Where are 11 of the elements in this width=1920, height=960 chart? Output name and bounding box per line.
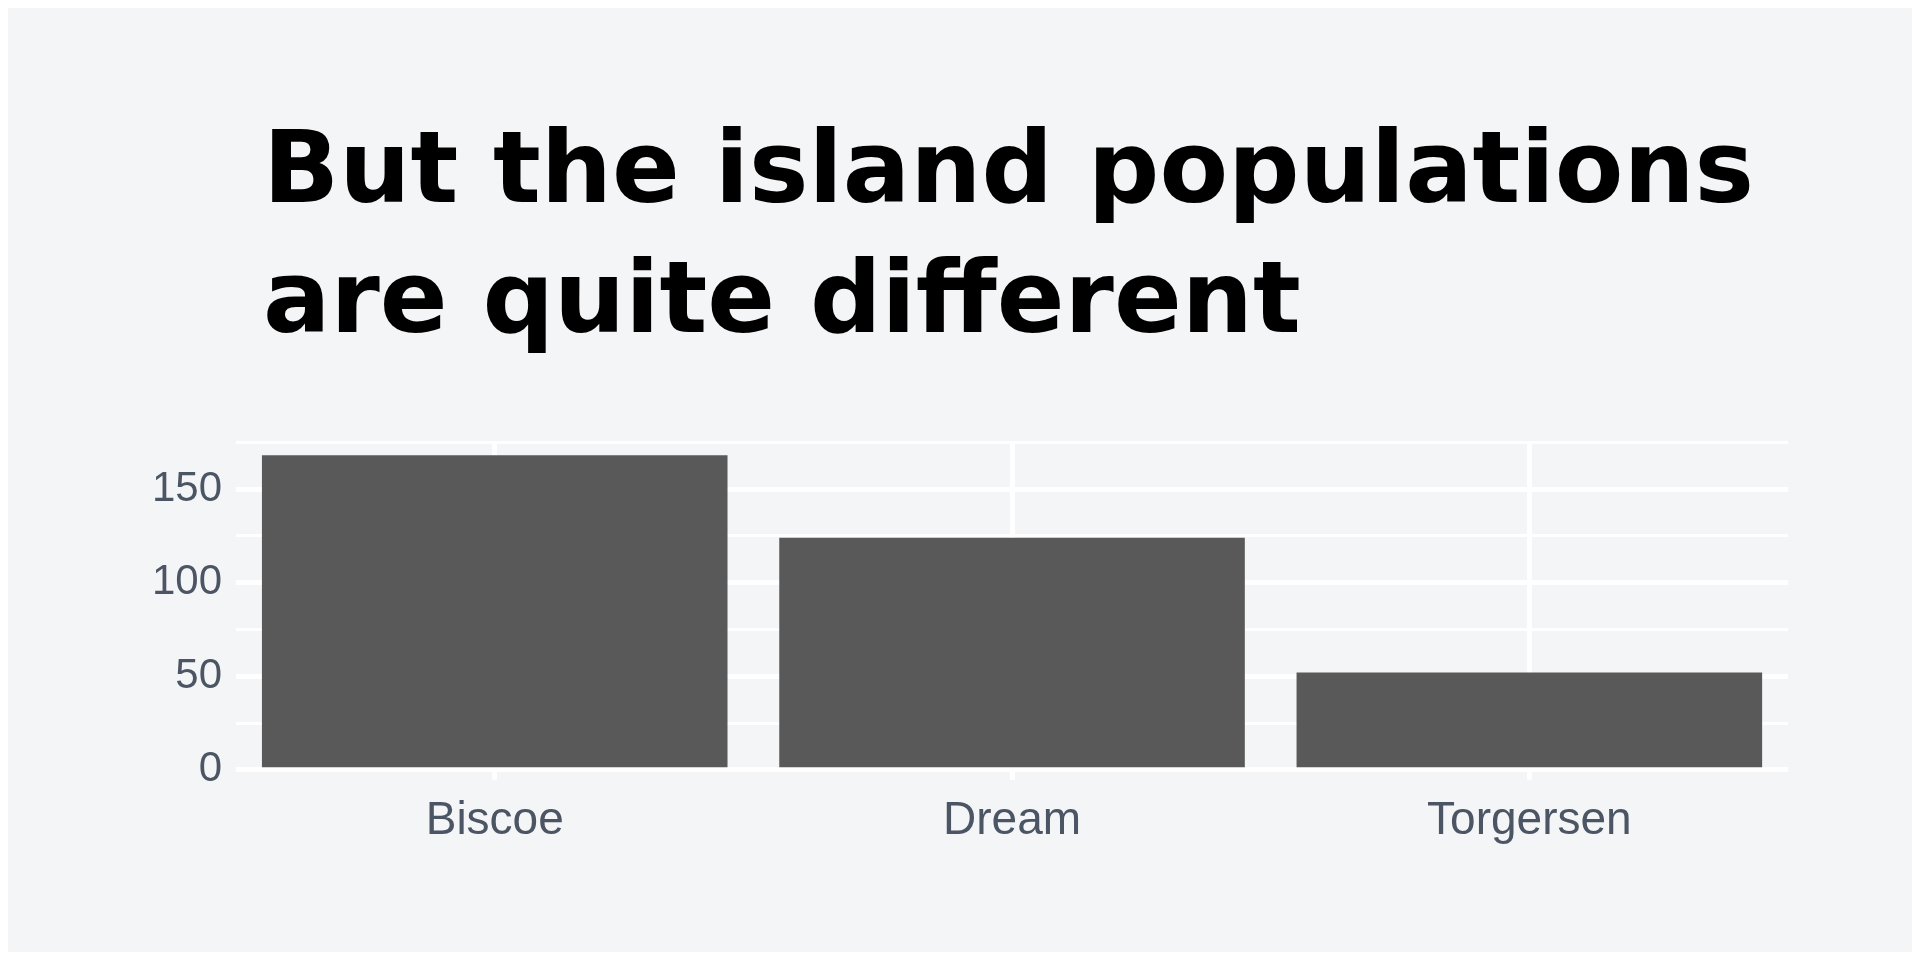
x-tick-label: Torgersen: [1427, 792, 1632, 845]
bar: [779, 537, 1245, 768]
chart-title: But the island populations are quite different: [263, 108, 1756, 358]
y-tick-label: 150: [152, 462, 223, 510]
y-tick-label: 0: [198, 743, 223, 791]
y-tick-label: 50: [175, 649, 223, 697]
x-tick-label: Biscoe: [425, 792, 564, 845]
bar: [261, 455, 728, 768]
y-tick-label: 100: [152, 556, 223, 604]
bar: [1296, 672, 1763, 768]
x-tick-label: Dream: [943, 792, 1082, 845]
